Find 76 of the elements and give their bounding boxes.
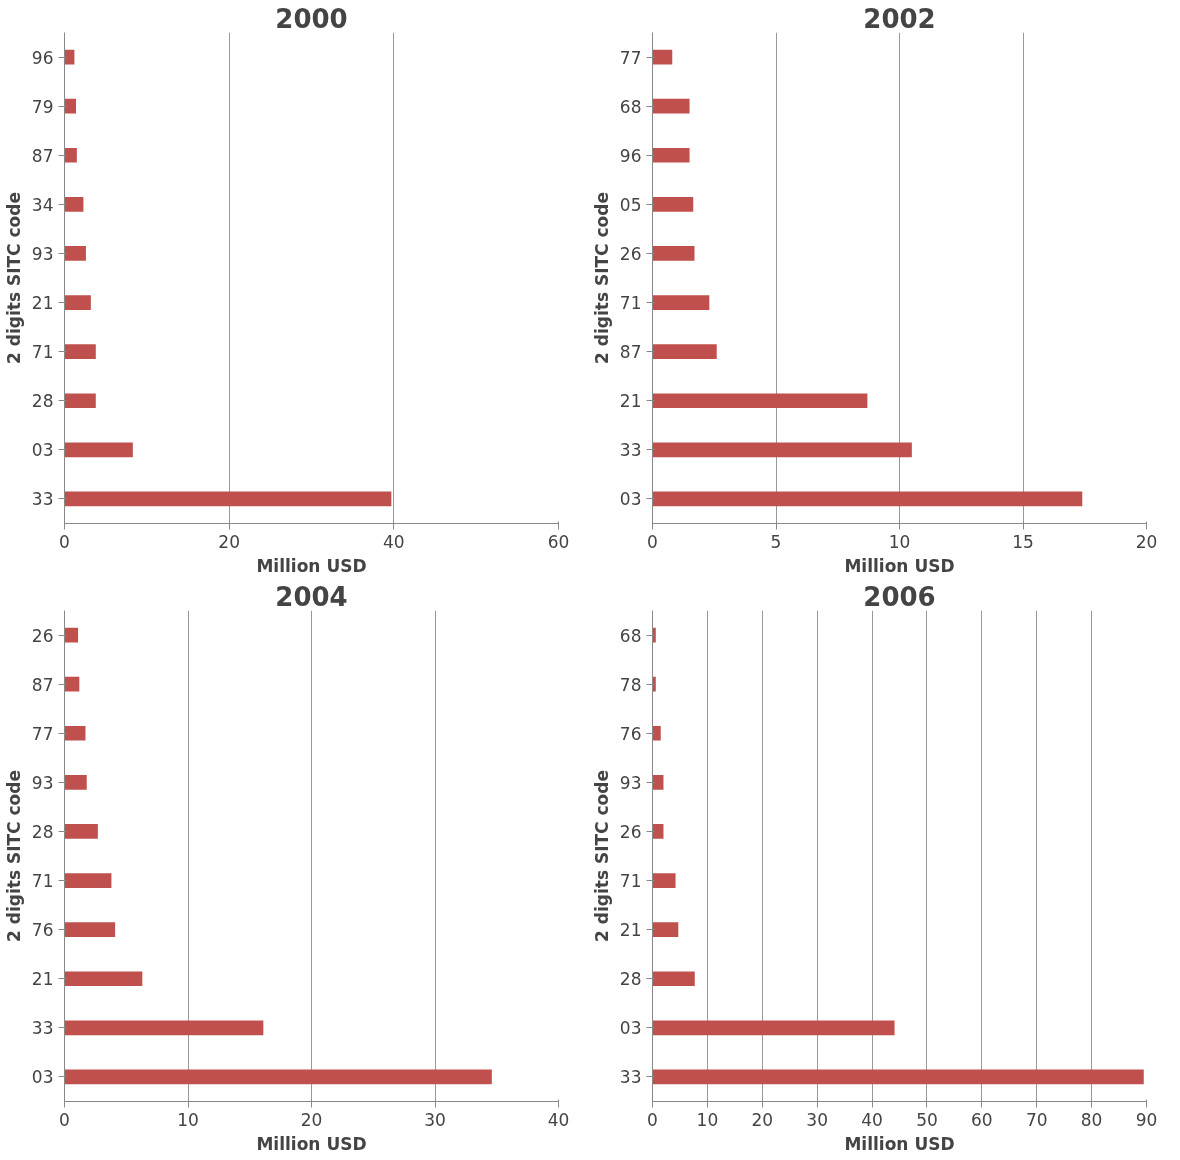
- x-tick-label: 40: [383, 531, 405, 552]
- y-tick-label: 03: [31, 440, 54, 461]
- y-tick-label: 33: [31, 1018, 54, 1039]
- y-tick-label: 28: [31, 821, 54, 842]
- x-tick-label: 20: [218, 531, 240, 552]
- y-axis-title: 2 digits SITC code: [3, 192, 24, 364]
- x-tick-label: 5: [770, 531, 782, 552]
- y-tick-label: 79: [31, 96, 54, 117]
- x-tick-label: 10: [696, 1109, 719, 1130]
- y-tick-label: 71: [619, 871, 642, 892]
- x-axis-title: Million USD: [844, 555, 955, 576]
- y-tick-label: 26: [31, 625, 54, 646]
- x-tick-label: 60: [547, 531, 570, 552]
- x-tick-label: 90: [1135, 1109, 1158, 1130]
- y-tick-label: 71: [619, 293, 642, 314]
- y-tick-label: 96: [31, 47, 54, 68]
- chart-title: 2006: [863, 581, 936, 612]
- y-tick-label: 76: [31, 920, 54, 941]
- x-tick-label: 70: [1025, 1109, 1048, 1130]
- x-tick-label: 30: [806, 1109, 828, 1130]
- y-tick-label: 96: [619, 145, 642, 166]
- y-tick-label: 71: [31, 871, 54, 892]
- y-axis-title: 2 digits SITC code: [3, 770, 24, 942]
- chart-title: 2002: [863, 3, 936, 34]
- y-tick-label: 03: [619, 1018, 642, 1039]
- x-tick-label: 0: [647, 1109, 658, 1130]
- y-tick-label: 05: [619, 194, 642, 215]
- x-tick-label: 20: [300, 1109, 323, 1130]
- x-axis-title: Million USD: [256, 1133, 367, 1154]
- x-tick-label: 20: [751, 1109, 774, 1130]
- y-axis-title: 2 digits SITC code: [591, 770, 612, 942]
- y-tick-label: 21: [619, 391, 642, 412]
- y-tick-label: 93: [619, 772, 642, 793]
- y-tick-label: 26: [619, 821, 642, 842]
- y-tick-label: 33: [619, 1067, 642, 1088]
- chart-title: 2004: [275, 581, 348, 612]
- x-tick-label: 10: [177, 1109, 199, 1130]
- y-tick-label: 26: [619, 243, 642, 264]
- y-tick-label: 78: [619, 674, 642, 695]
- y-tick-label: 71: [31, 342, 54, 363]
- y-tick-label: 87: [31, 674, 54, 695]
- x-tick-label: 40: [547, 1109, 570, 1130]
- y-tick-label: 28: [31, 391, 54, 412]
- y-tick-label: 33: [619, 440, 642, 461]
- y-tick-label: 03: [619, 489, 642, 510]
- x-tick-label: 15: [1012, 531, 1034, 552]
- x-tick-label: 40: [861, 1109, 883, 1130]
- x-axis-title: Million USD: [844, 1133, 955, 1154]
- y-tick-label: 87: [31, 145, 54, 166]
- x-tick-label: 0: [59, 1109, 70, 1130]
- y-tick-label: 93: [31, 772, 54, 793]
- x-tick-label: 10: [888, 531, 911, 552]
- y-tick-label: 03: [31, 1067, 54, 1088]
- y-tick-label: 68: [619, 625, 642, 646]
- y-tick-label: 21: [31, 969, 54, 990]
- y-tick-label: 76: [619, 723, 642, 744]
- y-tick-label: 77: [31, 723, 54, 744]
- x-tick-label: 0: [647, 531, 658, 552]
- y-tick-label: 21: [619, 920, 642, 941]
- x-axis-title: Million USD: [256, 555, 367, 576]
- y-tick-label: 87: [619, 342, 642, 363]
- y-tick-label: 77: [619, 47, 642, 68]
- y-tick-label: 93: [31, 243, 54, 264]
- x-tick-label: 80: [1080, 1109, 1103, 1130]
- x-tick-label: 0: [59, 531, 70, 552]
- x-tick-label: 60: [971, 1109, 993, 1130]
- y-tick-label: 34: [31, 194, 54, 215]
- x-tick-label: 50: [916, 1109, 938, 1130]
- x-tick-label: 30: [424, 1109, 446, 1130]
- y-tick-label: 21: [31, 293, 54, 314]
- x-tick-label: 20: [1135, 531, 1158, 552]
- y-tick-label: 28: [619, 969, 642, 990]
- chart-title: 2000: [275, 3, 348, 34]
- y-axis-title: 2 digits SITC code: [591, 192, 612, 364]
- y-tick-label: 33: [31, 489, 54, 510]
- y-tick-label: 68: [619, 96, 642, 117]
